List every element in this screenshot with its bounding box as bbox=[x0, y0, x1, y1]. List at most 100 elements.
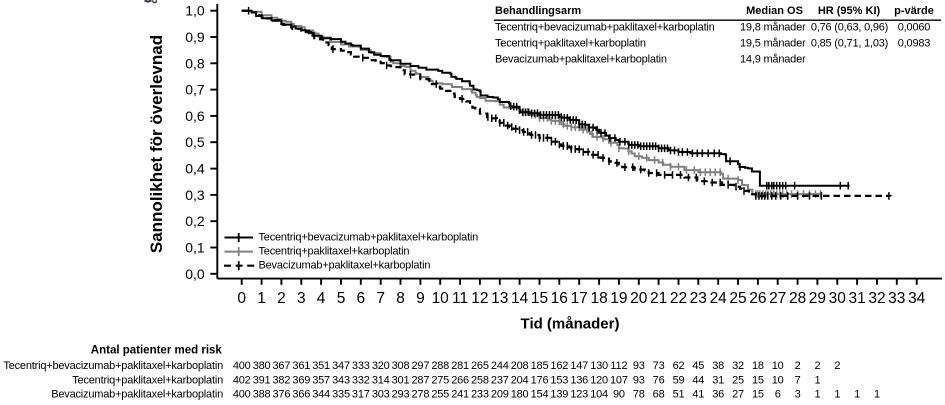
svg-text:237: 237 bbox=[491, 374, 509, 386]
svg-text:27: 27 bbox=[769, 290, 786, 307]
svg-text:2: 2 bbox=[814, 360, 820, 372]
svg-text:Median OS: Median OS bbox=[746, 5, 803, 17]
svg-text:369: 369 bbox=[292, 374, 310, 386]
svg-text:136: 136 bbox=[570, 374, 588, 386]
svg-text:0,5: 0,5 bbox=[185, 134, 205, 150]
svg-text:380: 380 bbox=[253, 360, 271, 372]
svg-text:68: 68 bbox=[653, 389, 665, 400]
svg-text:0: 0 bbox=[237, 290, 246, 307]
svg-text:0,1: 0,1 bbox=[185, 240, 205, 256]
svg-text:388: 388 bbox=[253, 389, 271, 400]
svg-text:20: 20 bbox=[630, 290, 648, 307]
svg-text:376: 376 bbox=[273, 389, 291, 400]
svg-text:1: 1 bbox=[834, 389, 840, 400]
svg-text:93: 93 bbox=[633, 374, 645, 386]
svg-text:32: 32 bbox=[868, 290, 885, 307]
svg-text:26: 26 bbox=[749, 290, 766, 307]
svg-text:6: 6 bbox=[356, 290, 365, 307]
svg-text:Tecentriq+paklitaxel+karboplat: Tecentriq+paklitaxel+karboplatin bbox=[495, 38, 646, 50]
svg-text:Tid (månader): Tid (månader) bbox=[521, 316, 620, 333]
svg-text:10: 10 bbox=[432, 290, 450, 307]
svg-text:19: 19 bbox=[610, 290, 627, 307]
svg-text:7: 7 bbox=[795, 374, 801, 386]
svg-text:Tecentriq+bevacizumab+paklitax: Tecentriq+bevacizumab+paklitaxel+karbopl… bbox=[3, 360, 223, 372]
svg-text:5: 5 bbox=[337, 290, 346, 307]
svg-text:51: 51 bbox=[673, 389, 685, 400]
svg-text:1: 1 bbox=[874, 389, 880, 400]
svg-text:0,0060: 0,0060 bbox=[898, 22, 931, 34]
svg-text:275: 275 bbox=[431, 374, 449, 386]
svg-text:18: 18 bbox=[752, 360, 764, 372]
svg-text:1: 1 bbox=[854, 389, 860, 400]
svg-text:36: 36 bbox=[712, 389, 724, 400]
svg-text:320: 320 bbox=[372, 360, 390, 372]
svg-text:208: 208 bbox=[511, 360, 529, 372]
svg-text:29: 29 bbox=[809, 290, 826, 307]
svg-text:Bevacizumab+paklitaxel+karbopl: Bevacizumab+paklitaxel+karboplatin bbox=[495, 54, 667, 66]
svg-text:0,0983: 0,0983 bbox=[898, 38, 931, 50]
svg-text:244: 244 bbox=[491, 360, 509, 372]
svg-text:93: 93 bbox=[633, 360, 645, 372]
svg-text:59: 59 bbox=[673, 374, 685, 386]
svg-text:287: 287 bbox=[412, 374, 430, 386]
svg-text:139: 139 bbox=[550, 389, 568, 400]
svg-text:366: 366 bbox=[292, 389, 310, 400]
svg-text:4: 4 bbox=[317, 290, 326, 307]
svg-text:1: 1 bbox=[257, 290, 266, 307]
svg-text:90: 90 bbox=[613, 389, 625, 400]
svg-text:27: 27 bbox=[732, 389, 744, 400]
svg-text:308: 308 bbox=[392, 360, 410, 372]
svg-text:7: 7 bbox=[376, 290, 385, 307]
svg-text:13: 13 bbox=[491, 290, 508, 307]
svg-text:25: 25 bbox=[732, 374, 744, 386]
svg-text:0,2: 0,2 bbox=[185, 213, 205, 229]
svg-text:30: 30 bbox=[829, 290, 847, 307]
svg-text:0,85 (0,71, 1,03): 0,85 (0,71, 1,03) bbox=[811, 38, 888, 50]
svg-text:0,6: 0,6 bbox=[185, 108, 205, 124]
svg-text:335: 335 bbox=[332, 389, 350, 400]
svg-text:107: 107 bbox=[610, 374, 628, 386]
svg-text:18: 18 bbox=[590, 290, 607, 307]
svg-text:16: 16 bbox=[551, 290, 568, 307]
svg-text:104: 104 bbox=[590, 389, 608, 400]
svg-text:32: 32 bbox=[732, 360, 744, 372]
svg-text:147: 147 bbox=[570, 360, 588, 372]
svg-text:Bevacizumab+paklitaxel+karbopl: Bevacizumab+paklitaxel+karboplatin bbox=[259, 260, 431, 272]
svg-text:14,9 månader: 14,9 månader bbox=[740, 54, 806, 66]
svg-text:62: 62 bbox=[673, 360, 685, 372]
svg-text:19,5 månader: 19,5 månader bbox=[740, 38, 806, 50]
svg-text:233: 233 bbox=[471, 389, 489, 400]
svg-text:255: 255 bbox=[431, 389, 449, 400]
svg-text:357: 357 bbox=[312, 374, 330, 386]
svg-text:0,0: 0,0 bbox=[185, 266, 205, 282]
svg-text:120: 120 bbox=[590, 374, 608, 386]
svg-text:265: 265 bbox=[471, 360, 489, 372]
svg-text:258: 258 bbox=[471, 374, 489, 386]
svg-text:293: 293 bbox=[392, 389, 410, 400]
svg-text:10: 10 bbox=[772, 374, 784, 386]
svg-text:176: 176 bbox=[531, 374, 549, 386]
svg-text:Tecentriq+paklitaxel+karboplat: Tecentriq+paklitaxel+karboplatin bbox=[72, 374, 223, 386]
svg-text:0,3: 0,3 bbox=[185, 187, 205, 203]
svg-text:12: 12 bbox=[471, 290, 488, 307]
svg-text:10: 10 bbox=[772, 360, 784, 372]
svg-text:15: 15 bbox=[752, 389, 764, 400]
svg-text:400: 400 bbox=[233, 389, 251, 400]
svg-text:11: 11 bbox=[452, 290, 468, 307]
svg-text:41: 41 bbox=[692, 389, 704, 400]
svg-text:1,0: 1,0 bbox=[185, 3, 205, 19]
svg-text:Antal patienter med risk: Antal patienter med risk bbox=[91, 345, 223, 357]
svg-text:38: 38 bbox=[712, 360, 724, 372]
svg-text:185: 185 bbox=[531, 360, 549, 372]
svg-text:Tecentriq+bevacizumab+paklitax: Tecentriq+bevacizumab+paklitaxel+karbopl… bbox=[259, 232, 479, 244]
svg-text:209: 209 bbox=[491, 389, 509, 400]
svg-text:0,8: 0,8 bbox=[185, 55, 205, 71]
svg-text:HR (95% KI): HR (95% KI) bbox=[818, 5, 881, 17]
svg-text:162: 162 bbox=[550, 360, 568, 372]
svg-text:Tecentriq+paklitaxel+karboplat: Tecentriq+paklitaxel+karboplatin bbox=[259, 246, 410, 258]
svg-text:78: 78 bbox=[633, 389, 645, 400]
svg-text:278: 278 bbox=[412, 389, 430, 400]
svg-text:Behandlingsarm: Behandlingsarm bbox=[495, 5, 581, 17]
svg-text:314: 314 bbox=[372, 374, 390, 386]
svg-text:0,4: 0,4 bbox=[185, 161, 205, 177]
